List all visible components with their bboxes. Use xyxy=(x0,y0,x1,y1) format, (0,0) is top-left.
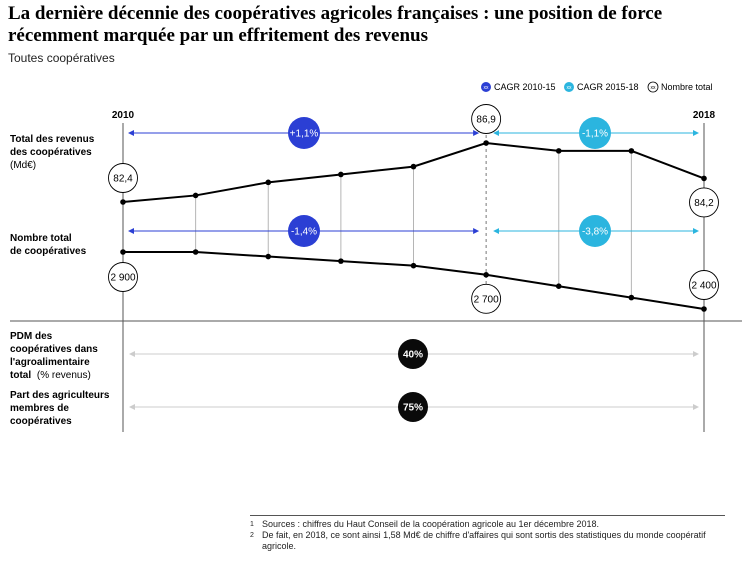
cagr-badge-nombre-2010-15 xyxy=(288,215,320,247)
value-bubble-nombre-2018 xyxy=(689,270,719,300)
legend-swatch-cyan xyxy=(564,82,574,92)
data-point-nombre-2010 xyxy=(120,249,126,255)
data-point-revenus-2018 xyxy=(701,175,707,182)
data-point-revenus-2016 xyxy=(555,148,562,154)
footnote-text: De fait, en 2018, ce sont ainsi 1,58 Md€… xyxy=(262,530,706,551)
data-point-revenus-2017 xyxy=(628,148,635,154)
value-bubble-revenus-2015 xyxy=(471,104,502,134)
row-label-pdm: PDM des coopératives dans l'agroalimenta… xyxy=(10,331,101,381)
data-point-nombre-2015 xyxy=(483,272,489,278)
chart-svg: xx CAGR 2010-15 xx CAGR 2015-18 xx Nombr… xyxy=(10,81,742,432)
legend-item-cagr-2015-18: xx CAGR 2015-18 xyxy=(564,82,639,92)
legend-badge: xx xyxy=(484,85,490,91)
row-label-pdm-line: l'agroalimentaire xyxy=(10,357,90,368)
data-point-nombre-2014 xyxy=(410,262,417,269)
cagr-label-nombre-2010-15: -1,4% xyxy=(291,227,317,238)
value-label-nombre-2015: 2 700 xyxy=(474,294,499,305)
row-label-nombre: Nombre total de coopératives xyxy=(10,233,87,257)
value-bubble-revenus-2018 xyxy=(689,187,719,218)
legend-item-nombre-total: xx Nombre total xyxy=(647,81,713,93)
kpi-badge-pdm xyxy=(398,339,428,369)
row-label-nombre-line: Nombre total xyxy=(10,233,72,244)
value-bubble-nombre-2015 xyxy=(471,283,502,314)
footnote-1: 1 Sources : chiffres du Haut Conseil de … xyxy=(250,519,725,530)
legend-swatch-outline xyxy=(647,81,659,93)
series-layer: 82,4 86,9 84,2 2 900 2 700 2 400 xyxy=(108,104,719,314)
footnote-number: 2 xyxy=(250,532,254,539)
data-point-revenus-2010 xyxy=(120,199,126,205)
row-label-revenus-line: des coopératives xyxy=(10,147,92,158)
kpi-layer: 40% 75% xyxy=(129,339,699,422)
row-label-pdm-line: coopératives dans xyxy=(10,344,98,355)
year-label-2010: 2010 xyxy=(112,110,135,121)
row-label-pdm-unit: (% revenus) xyxy=(37,370,91,381)
data-point-revenus-2012 xyxy=(265,179,272,186)
value-label-revenus-2018: 84,2 xyxy=(694,198,714,209)
data-point-nombre-2018 xyxy=(701,306,707,312)
row-label-revenus: Total des revenus des coopératives (Md€) xyxy=(10,134,97,171)
chart-subtitle: Toutes coopératives xyxy=(8,51,115,65)
data-point-revenus-2011 xyxy=(192,192,199,199)
cagr-badge-revenus-2015-18 xyxy=(579,117,611,149)
data-point-nombre-2011 xyxy=(192,249,199,255)
data-point-nombre-2012 xyxy=(265,253,272,260)
cagr-arrows: +1,1% -1,1% -1,4% -3,8% xyxy=(128,117,699,247)
footnote-text: Sources : chiffres du Haut Conseil de la… xyxy=(262,519,600,529)
cagr-badge-nombre-2015-18 xyxy=(579,215,611,247)
legend-label: Nombre total xyxy=(661,82,713,92)
row-label-part: Part des agriculteurs membres de coopéra… xyxy=(10,390,112,427)
row-label-part-line: coopératives xyxy=(10,416,72,427)
row-label-nombre-line: de coopératives xyxy=(10,246,87,257)
row-label-revenus-unit: (Md€) xyxy=(10,160,36,171)
cagr-label-revenus-2015-18: -1,1% xyxy=(582,129,608,140)
kpi-label-part: 75% xyxy=(403,403,423,414)
chart-title: La dernière décennie des coopératives ag… xyxy=(8,3,663,46)
value-label-revenus-2015: 86,9 xyxy=(476,115,496,126)
row-label-pdm-line: total xyxy=(10,370,31,381)
data-point-nombre-2016 xyxy=(555,283,562,290)
row-label-part-line: membres de xyxy=(10,403,69,414)
data-point-revenus-2013 xyxy=(338,171,344,178)
legend-item-cagr-2010-15: xx CAGR 2010-15 xyxy=(481,82,556,92)
value-bubble-revenus-2010 xyxy=(108,163,138,193)
gridlines xyxy=(122,123,705,432)
year-label-2018: 2018 xyxy=(693,110,716,121)
value-bubble-nombre-2010 xyxy=(108,262,138,292)
row-label-pdm-line: PDM des xyxy=(10,331,53,342)
cagr-label-revenus-2010-15: +1,1% xyxy=(290,129,319,140)
data-point-nombre-2017 xyxy=(628,294,635,301)
kpi-label-pdm: 40% xyxy=(403,350,423,361)
cagr-label-nombre-2015-18: -3,8% xyxy=(582,227,608,238)
value-label-revenus-2010: 82,4 xyxy=(113,174,133,185)
data-point-nombre-2013 xyxy=(338,258,344,264)
kpi-badge-part xyxy=(398,392,428,422)
legend-label: CAGR 2015-18 xyxy=(577,82,639,92)
footnote-number: 1 xyxy=(250,521,254,528)
legend-badge: xx xyxy=(651,85,657,91)
legend: xx CAGR 2010-15 xx CAGR 2015-18 xx Nombr… xyxy=(481,81,713,93)
footnotes: 1 Sources : chiffres du Haut Conseil de … xyxy=(250,515,725,552)
legend-label: CAGR 2010-15 xyxy=(494,82,556,92)
footnote-2: 2 De fait, en 2018, ce sont ainsi 1,58 M… xyxy=(250,530,725,552)
value-label-nombre-2018: 2 400 xyxy=(691,281,716,292)
row-label-part-line: Part des agriculteurs xyxy=(10,390,110,401)
value-label-nombre-2010: 2 900 xyxy=(110,273,135,284)
data-point-revenus-2015 xyxy=(483,140,489,146)
cagr-badge-revenus-2010-15 xyxy=(288,117,320,149)
legend-swatch-blue xyxy=(481,82,491,92)
data-point-revenus-2014 xyxy=(410,163,417,170)
legend-badge: xx xyxy=(567,85,573,91)
row-label-revenus-line: Total des revenus xyxy=(10,134,95,145)
